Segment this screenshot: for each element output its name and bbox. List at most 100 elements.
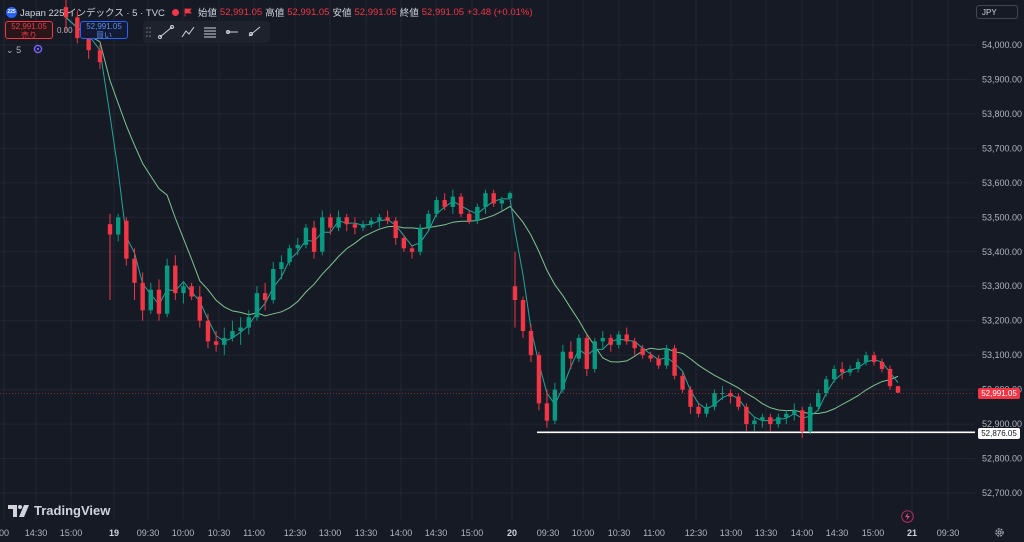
time-tick-label: 14:30 [425, 528, 448, 538]
candle-body [254, 293, 260, 318]
trend-line-tool-icon[interactable] [155, 22, 177, 42]
price-tick-label: 53,900.00 [982, 74, 1022, 84]
candle [736, 393, 741, 411]
time-tick-label: 20 [507, 528, 517, 538]
candle [205, 313, 211, 349]
candle [75, 10, 80, 44]
candle-body [768, 417, 773, 425]
candle [640, 344, 645, 359]
candle-body [295, 244, 300, 249]
candle [311, 220, 317, 259]
sell-button[interactable]: 52,991.05 売り [5, 21, 53, 39]
close-label: 終値 [399, 8, 419, 19]
candle-body [213, 341, 219, 345]
candle [279, 255, 284, 280]
tradingview-logo[interactable]: TradingView [8, 503, 110, 518]
indicator-status-icon[interactable] [33, 44, 43, 54]
ray-tool-icon[interactable] [243, 22, 265, 42]
candle-body [279, 262, 284, 269]
candle-body [512, 286, 518, 301]
time-axis[interactable]: 00 14:30 15:00 19 09:30 10:00 10:30 11:00 12:30 1… [0, 528, 959, 538]
candle-body [600, 337, 605, 342]
high-label: 高値 [265, 8, 285, 19]
candle-body [124, 220, 129, 259]
candle [520, 296, 526, 338]
symbol-title[interactable]: Japan 225 インデックス · 5 · TVC [20, 8, 165, 19]
buy-button[interactable]: 52,991.05 買い [80, 21, 128, 39]
time-tick-label: 15:00 [60, 528, 83, 538]
candle [97, 45, 103, 70]
drag-handle-icon[interactable] [143, 22, 155, 42]
settings-gear-icon[interactable] [994, 527, 1005, 538]
candle-body [831, 368, 837, 380]
candle-body [385, 217, 390, 221]
time-tick-label: 15:00 [862, 528, 885, 538]
candle [584, 334, 590, 376]
candle [189, 282, 194, 301]
time-tick-label: 10:00 [172, 528, 195, 538]
candle-body [197, 296, 202, 321]
interval-label[interactable]: ⌄ 5 [6, 45, 21, 56]
time-tick-label: 09:30 [937, 528, 960, 538]
candle-body [450, 196, 456, 207]
chevron-down-icon: ⌄ [6, 45, 14, 55]
tradingview-logo-icon [8, 504, 29, 517]
lightning-icon[interactable] [901, 510, 914, 523]
candle-body [887, 368, 893, 387]
time-tick-label: 19 [109, 528, 119, 538]
candle-body [271, 269, 276, 301]
candle [871, 351, 877, 366]
candle-body [491, 193, 496, 204]
flag-icon[interactable] [184, 8, 193, 17]
candle-body [246, 317, 251, 328]
candle [800, 406, 805, 438]
candle [664, 344, 669, 369]
candle-body [568, 351, 574, 359]
candle [672, 344, 677, 380]
time-tick-label: 14:30 [25, 528, 48, 538]
candle [823, 375, 829, 397]
candle [680, 372, 685, 394]
candle-body [86, 38, 91, 51]
sell-price: 52,991.05 [11, 22, 47, 31]
candle [344, 213, 349, 232]
candle [491, 189, 496, 207]
candle [483, 189, 488, 214]
candle-body [401, 237, 407, 249]
price-tick-label: 53,800.00 [982, 109, 1022, 119]
candle-body [823, 379, 829, 394]
candle-body [328, 217, 333, 228]
currency-selector[interactable]: JPY [976, 5, 1018, 19]
candle [369, 217, 374, 228]
candle-body [140, 282, 145, 311]
path-tool-icon[interactable] [177, 22, 199, 42]
symbol-logo-icon: 225 [6, 6, 17, 18]
sell-label: 売り [21, 30, 37, 40]
candle-body [442, 200, 447, 207]
candle-body [560, 351, 566, 390]
candle-body [336, 217, 341, 228]
candle-body [434, 200, 439, 214]
candle [728, 389, 733, 404]
candle [528, 324, 534, 363]
candle [544, 389, 550, 428]
time-tick-label: 10:30 [608, 528, 631, 538]
candle-body [760, 417, 765, 421]
candle [688, 386, 693, 414]
price-tick-label: 54,000.00 [982, 40, 1022, 50]
candle [458, 193, 464, 218]
candle [704, 403, 709, 418]
candle-body [871, 355, 877, 363]
candle-body [230, 331, 235, 338]
candle [576, 334, 582, 363]
candle-body [656, 358, 661, 366]
candle [360, 220, 366, 232]
horizontal-ray-tool-icon[interactable] [221, 22, 243, 42]
candle-body [181, 286, 186, 294]
candle-body [262, 293, 268, 301]
time-tick-label: 12:30 [685, 528, 708, 538]
price-tick-label: 53,100.00 [982, 350, 1022, 360]
fib-tool-icon[interactable] [199, 22, 221, 42]
time-tick-label: 13:00 [720, 528, 743, 538]
